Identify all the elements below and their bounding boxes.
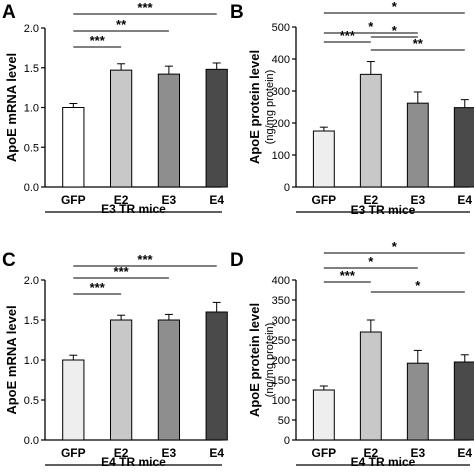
panel-b-bar-e4 xyxy=(453,107,474,188)
panel-b-y-tick-label: 500 xyxy=(272,22,290,34)
panel-a-y-tick-label: 0.0 xyxy=(24,182,39,194)
panel-c-significance-stars: *** xyxy=(137,252,153,267)
panel-d-y-tick-label: 100 xyxy=(272,395,290,407)
panel-c-y-tick-label: 2.0 xyxy=(24,275,39,287)
panel-c-y-tick-label: 1.0 xyxy=(24,355,39,367)
panel-c-y-tick-label: 0.5 xyxy=(24,395,39,407)
panel-c-category-label: E4 xyxy=(209,446,224,460)
panel-d-y-axis-unit: (ng/mg protein) xyxy=(264,323,276,398)
panel-c-y-tick-label: 1.5 xyxy=(24,315,39,327)
panel-b-y-axis-label: ApoE protein level xyxy=(247,50,262,164)
panel-a-category-label: E4 xyxy=(209,193,224,207)
panel-a-category-label: E3 xyxy=(162,193,177,207)
panel-b-category-label: E2 xyxy=(363,193,378,207)
panel-a-letter: A xyxy=(2,2,16,23)
panel-c-category-label: E2 xyxy=(114,446,129,460)
panel-c-significance-stars: *** xyxy=(114,264,130,279)
panel-b-category-label: E4 xyxy=(457,193,472,207)
panel-c-significance-stars: *** xyxy=(90,280,106,295)
panel-d-y-axis-label: ApoE protein level xyxy=(247,303,262,417)
panel-b-y-tick-label: 200 xyxy=(272,118,290,130)
panel-a-y-tick-label: 1.5 xyxy=(24,63,39,75)
panel-b: B 0 100 200 300 400 500 ApoE protein level (ng/m… xyxy=(230,0,474,217)
panel-b-category-label: E3 xyxy=(410,193,425,207)
panel-c-group-label: E4 TR mice xyxy=(101,455,166,469)
panel-d-significance-stars: * xyxy=(368,254,374,269)
panel-a-y-tick-label: 2.0 xyxy=(24,23,39,35)
panel-d-category-label: E4 xyxy=(457,446,472,460)
panel-b-bar-gfp xyxy=(312,130,335,188)
panel-d-significance-stars: * xyxy=(392,239,398,254)
panel-d-letter: D xyxy=(230,250,244,271)
panel-b-group-label: E3 TR mice xyxy=(351,203,416,217)
panel-a-bar-gfp xyxy=(62,107,85,188)
panel-a-significance-stars: *** xyxy=(90,33,106,48)
panel-c-bar-e2 xyxy=(109,319,133,441)
panel-d-bar-e3 xyxy=(406,362,429,441)
panel-a-bar-e2 xyxy=(109,69,133,188)
panel-d-y-tick-label: 350 xyxy=(272,295,290,307)
panel-b-significance-stars: *** xyxy=(340,28,356,43)
panel-c-bar-e4 xyxy=(205,311,228,441)
panel-c-category-label: E3 xyxy=(162,446,177,460)
panel-b-y-tick-label: 400 xyxy=(272,54,290,66)
panel-b-significance-stars: ** xyxy=(413,36,424,51)
panel-d: D 0 50 100 150 200 250 300 350 400 ApoE protein le… xyxy=(230,239,474,469)
panel-a-significance-stars: *** xyxy=(137,0,153,15)
panel-d-y-tick-label: 250 xyxy=(272,335,290,347)
panel-c-category-label: GFP xyxy=(61,446,86,460)
panel-d-significance-stars: *** xyxy=(340,268,356,283)
panel-d-y-tick-label: 150 xyxy=(272,375,290,387)
panel-c-y-tick-label: 0.0 xyxy=(24,435,39,447)
panel-a-y-tick-label: 0.5 xyxy=(24,142,39,154)
panel-b-y-tick-label: 300 xyxy=(272,86,290,98)
panel-a-bar-e4 xyxy=(205,68,228,188)
panel-a-group-label: E3 TR mice xyxy=(101,202,166,216)
panel-d-y-tick-label: 300 xyxy=(272,315,290,327)
panel-a-y-axis-label: ApoE mRNA level xyxy=(4,53,19,162)
panel-c-letter: C xyxy=(2,250,16,271)
panel-d-category-label: GFP xyxy=(312,446,337,460)
panel-c-bar-gfp xyxy=(62,359,85,441)
panel-c-y-axis-label: ApoE mRNA level xyxy=(4,305,19,414)
panel-b-letter: B xyxy=(230,2,244,23)
panel-b-category-label: GFP xyxy=(312,193,337,207)
panel-d-bar-e2 xyxy=(359,331,382,441)
panel-a-y-tick-label: 1.0 xyxy=(24,103,39,115)
panel-d-y-tick-label: 50 xyxy=(278,415,290,427)
panel-b-y-tick-label: 0 xyxy=(284,182,290,194)
panel-b-bar-e2 xyxy=(359,73,382,188)
panel-a-significance-stars: ** xyxy=(116,17,127,32)
panel-d-significance-stars: * xyxy=(415,278,421,293)
panel-d-category-label: E2 xyxy=(363,446,378,460)
panel-b-significance-stars: * xyxy=(392,0,398,14)
panel-c-bar-e3 xyxy=(157,319,181,441)
panel-d-bar-gfp xyxy=(312,389,335,441)
panel-a: A 0.0 0.5 1.0 1.5 2.0 ApoE mRNA level GFP E2 E3 E4… xyxy=(2,0,228,216)
panel-d-y-tick-label: 200 xyxy=(272,355,290,367)
panel-a-bar-e3 xyxy=(157,73,181,188)
panel-d-y-tick-label: 0 xyxy=(284,435,290,447)
panel-b-significance-stars: * xyxy=(392,23,398,38)
panel-a-category-label: E2 xyxy=(114,193,129,207)
panel-b-y-tick-label: 100 xyxy=(272,150,290,162)
panel-d-group-label: E4 TR mice xyxy=(351,455,416,469)
panel-d-y-tick-label: 400 xyxy=(272,275,290,287)
panel-a-category-label: GFP xyxy=(61,193,86,207)
panel-b-significance-stars: * xyxy=(368,19,374,34)
panel-d-category-label: E3 xyxy=(410,446,425,460)
panel-b-bar-e3 xyxy=(406,102,429,188)
panel-d-bar-e4 xyxy=(453,361,474,441)
panel-b-y-axis-unit: (ng/mg protein) xyxy=(264,70,276,145)
